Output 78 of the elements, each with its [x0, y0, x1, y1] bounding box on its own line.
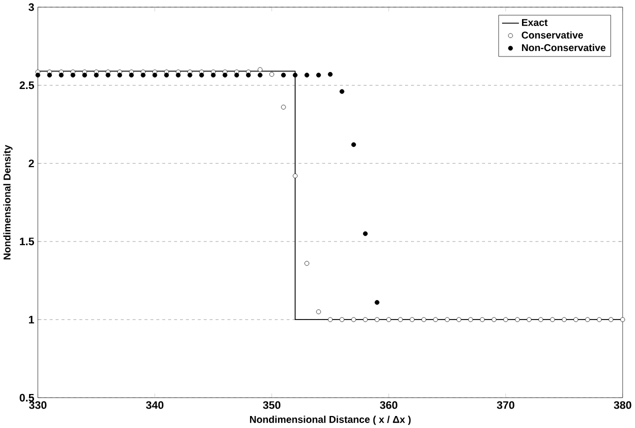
point	[492, 317, 496, 322]
point	[398, 317, 403, 322]
point	[304, 72, 310, 78]
point	[47, 72, 52, 78]
point	[433, 317, 438, 322]
y-tick-label: 2.5	[20, 81, 34, 90]
point	[199, 72, 204, 78]
y-axis-title: Nondimensional Density	[3, 144, 12, 260]
point	[82, 72, 88, 78]
point	[573, 317, 578, 322]
y-tick-label: 2	[28, 160, 34, 168]
point	[94, 72, 99, 78]
point	[468, 317, 473, 322]
point	[351, 317, 356, 322]
point	[140, 72, 146, 78]
point	[362, 317, 368, 322]
point	[316, 72, 321, 78]
point	[480, 317, 485, 322]
x-axis-title: Nondimensional Distance ( x / Δx )	[250, 416, 411, 425]
point	[152, 72, 158, 78]
point	[340, 89, 344, 94]
point	[281, 104, 286, 110]
point	[129, 72, 134, 78]
point	[258, 67, 262, 72]
point	[222, 72, 228, 78]
legend-label: Exact	[522, 19, 548, 26]
x-tick-label: 370	[496, 401, 514, 409]
point	[374, 300, 380, 305]
point	[258, 72, 262, 78]
point	[328, 317, 333, 322]
point	[340, 317, 344, 322]
point	[386, 317, 392, 322]
point	[585, 317, 590, 322]
point	[188, 72, 192, 78]
point	[269, 72, 274, 77]
point	[58, 72, 64, 78]
x-tick-label: 360	[380, 401, 398, 409]
legend-label: Conservative	[522, 31, 584, 38]
point	[503, 317, 508, 322]
point	[374, 317, 380, 322]
point	[608, 317, 614, 322]
point	[620, 317, 626, 322]
point	[234, 72, 240, 78]
point	[304, 260, 310, 266]
y-tick-label: 3	[28, 3, 34, 11]
point	[35, 72, 40, 78]
point	[164, 72, 169, 78]
y-tick-label: 1	[29, 316, 34, 324]
point	[515, 317, 520, 322]
point	[328, 72, 333, 77]
point	[456, 317, 462, 322]
point	[362, 231, 368, 236]
point	[596, 317, 602, 322]
point	[421, 317, 426, 322]
point	[70, 72, 76, 78]
point	[562, 317, 567, 322]
point	[444, 317, 450, 322]
point	[526, 317, 532, 322]
y-tick-label: 1.5	[20, 238, 34, 246]
y-tick-label: 0.5	[20, 394, 34, 402]
x-tick-label: 330	[29, 401, 46, 409]
point	[117, 72, 122, 78]
point	[210, 72, 216, 78]
point	[106, 72, 110, 78]
point	[316, 309, 321, 314]
point	[410, 317, 414, 322]
point	[550, 317, 555, 322]
x-tick-label: 380	[614, 401, 632, 409]
point	[538, 317, 544, 322]
point	[351, 142, 356, 147]
legend-label: Non-Conservative	[522, 44, 606, 52]
x-tick-label: 350	[262, 401, 280, 409]
point	[292, 72, 298, 78]
point	[281, 72, 286, 78]
point	[292, 173, 298, 178]
x-tick-label: 340	[146, 401, 164, 409]
point	[176, 72, 181, 78]
point	[246, 72, 251, 78]
